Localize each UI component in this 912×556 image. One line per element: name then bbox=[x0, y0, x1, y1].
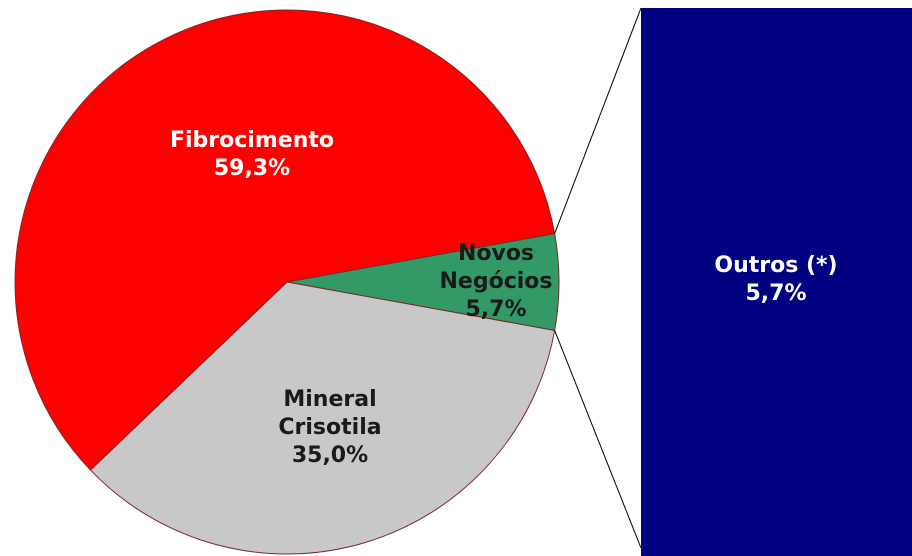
data-label: Outros (*) 5,7% bbox=[666, 252, 886, 308]
label-text: Outros (*) bbox=[714, 253, 838, 278]
data-label: Fibrocimento 59,3% bbox=[152, 127, 352, 183]
label-text: 59,3% bbox=[213, 156, 291, 181]
label-text: 5,7% bbox=[745, 281, 807, 306]
connector bbox=[554, 330, 642, 549]
label-text: 35,0% bbox=[291, 443, 369, 468]
label-text: Fibrocimento bbox=[169, 128, 334, 153]
pie-slice bbox=[14, 9, 556, 471]
connector bbox=[554, 7, 642, 234]
label-text: 5,7% bbox=[465, 297, 527, 322]
bar bbox=[641, 8, 912, 556]
pie-slice bbox=[89, 281, 556, 555]
data-label: Novos Negócios 5,7% bbox=[431, 240, 561, 324]
data-label: Mineral Crisotila 35,0% bbox=[255, 386, 405, 470]
label-text: Novos Negócios bbox=[439, 241, 553, 294]
label-text: Mineral Crisotila bbox=[278, 387, 382, 440]
